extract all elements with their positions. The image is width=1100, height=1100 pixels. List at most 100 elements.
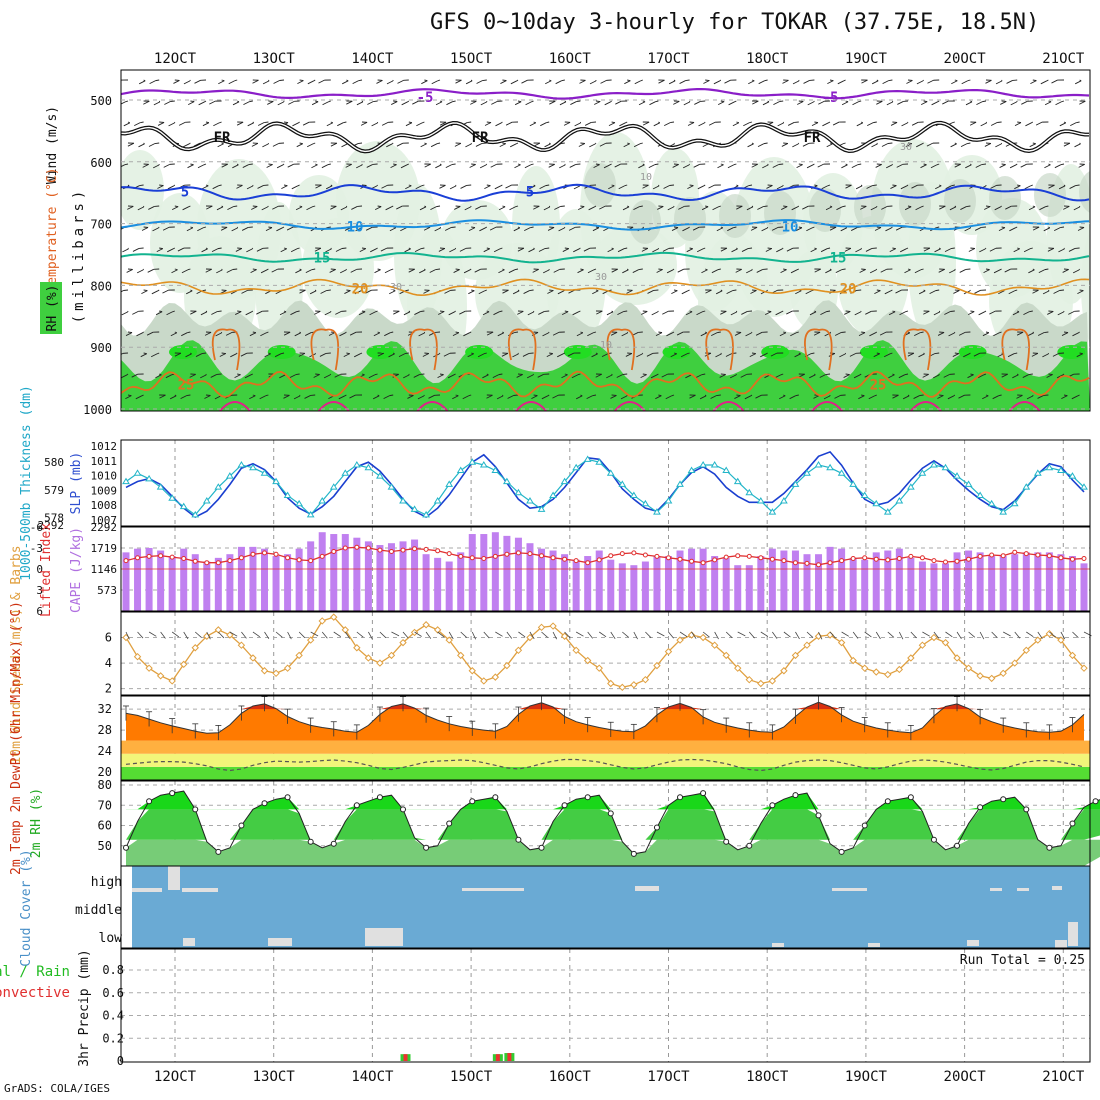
wind-barb-flag: [153, 101, 161, 106]
wind-barb-flag: [640, 374, 647, 378]
wind-barb-flag: [524, 227, 531, 232]
wind-barb-flag: [975, 164, 982, 168]
wind-barb-flag: [1000, 101, 1007, 105]
wind-barb-flag: [765, 248, 773, 252]
wind-point: [1034, 636, 1042, 644]
wind-barb-10m: [391, 631, 400, 637]
wind-barb-flag: [766, 185, 773, 189]
wind-barb-flag: [841, 101, 849, 106]
date-label-top: 21OCT: [1042, 51, 1085, 67]
wind-barb: [781, 310, 784, 313]
wind-barb-flag: [990, 184, 997, 189]
wind-barb-flag: [895, 289, 902, 294]
wind-barb-flag: [696, 248, 704, 253]
cape-bar: [457, 552, 465, 611]
wind-barb: [624, 184, 628, 187]
wind-barb-flag: [586, 395, 593, 400]
wind-barb-flag: [666, 269, 674, 274]
wind-barb-flag: [281, 185, 288, 190]
rh-contour-label: 30: [390, 282, 402, 293]
wind-barb: [248, 163, 253, 166]
wind-barb-10m: [979, 631, 985, 640]
wind-barb-flag: [401, 101, 408, 106]
wind-barb-flag: [978, 311, 985, 316]
wind-barb-flag: [484, 122, 492, 126]
wind-barb: [610, 100, 612, 103]
wind-barb-flag: [276, 164, 284, 169]
wind-barb-flag: [491, 100, 498, 105]
rh2m-point: [1023, 806, 1030, 813]
wind-barb-flag: [865, 248, 873, 252]
wind-barb-flag: [749, 353, 757, 357]
wind-barb-flag: [867, 122, 874, 127]
wind-point: [122, 633, 130, 642]
wind-barb-flag: [1013, 248, 1020, 253]
wind-barb-flag: [483, 248, 490, 253]
wind-barb-flag: [930, 164, 938, 169]
li-point: [1058, 555, 1064, 561]
wind-barb-flag: [499, 143, 506, 148]
wind-barb-flag: [200, 311, 208, 316]
wind-barb-flag: [509, 206, 516, 211]
wind-barb-flag: [1054, 164, 1062, 169]
wind-barb: [326, 289, 331, 291]
wind-barb: [451, 163, 456, 166]
rh2m-point: [700, 790, 707, 797]
wind-barb: [872, 184, 877, 186]
wind-barb-flag: [1008, 290, 1015, 295]
cape-bar: [1034, 552, 1042, 611]
wind-barb-flag: [257, 185, 264, 189]
isotherm-label: 25: [870, 377, 887, 393]
wind-barb-flag: [307, 80, 315, 85]
cape-bar: [791, 550, 799, 611]
wind-barb-flag: [505, 121, 513, 126]
wind-barb-flag: [948, 332, 955, 337]
cape-bar: [699, 548, 707, 611]
rh-legend-swatch: [40, 282, 62, 334]
wind-barb-flag: [452, 332, 460, 337]
date-label-bottom: 19OCT: [845, 1069, 888, 1085]
wind-barb-flag: [1012, 374, 1019, 379]
thickness-point: [260, 469, 269, 476]
wind-barb-flag: [934, 248, 941, 253]
wind-barb-10m: [137, 631, 144, 639]
wind-barb-flag: [544, 143, 551, 148]
wind-barb-flag: [1031, 352, 1039, 357]
wind-barb-flag: [204, 395, 211, 399]
wind-barb-10m: [264, 631, 270, 640]
wind-barb-flag: [772, 164, 779, 168]
thickness-point: [895, 497, 904, 504]
temp-tick: 28: [98, 723, 112, 737]
wind-barb-flag: [319, 353, 327, 357]
isotherm-30: [811, 401, 843, 411]
wind-barb-flag: [227, 206, 234, 210]
wind-barb-flag: [671, 227, 679, 231]
wind-barb-flag: [856, 122, 863, 127]
wind-barb: [328, 100, 331, 103]
wind-barb-flag: [170, 332, 178, 337]
li-point: [550, 555, 556, 561]
wind-barb-flag: [960, 143, 968, 148]
wind-barb: [266, 268, 269, 271]
wind-barb-flag: [486, 394, 493, 399]
wind-barb-flag: [389, 227, 397, 232]
wind-barb-flag: [453, 269, 460, 273]
wind-barb-flag: [762, 101, 770, 106]
wind-barb-flag: [874, 290, 881, 295]
thickness-point: [145, 474, 153, 482]
wind-barb-flag: [693, 163, 700, 168]
date-label-bottom: 18OCT: [746, 1069, 789, 1085]
wind-barb-flag: [653, 122, 660, 127]
rh2m-point: [423, 844, 430, 851]
wind-barb-flag: [743, 122, 750, 127]
li-point: [296, 557, 302, 563]
wind-point: [491, 673, 500, 681]
temp-legend: Temperature (°C): [45, 167, 60, 292]
rh-contour-label: 10: [640, 172, 652, 183]
date-label-bottom: 12OCT: [154, 1069, 197, 1085]
li-point: [481, 556, 487, 561]
wind-point: [849, 656, 857, 665]
li-point: [1012, 549, 1018, 555]
wind-barb-flag: [650, 374, 658, 379]
wind-barb-flag: [435, 101, 443, 106]
